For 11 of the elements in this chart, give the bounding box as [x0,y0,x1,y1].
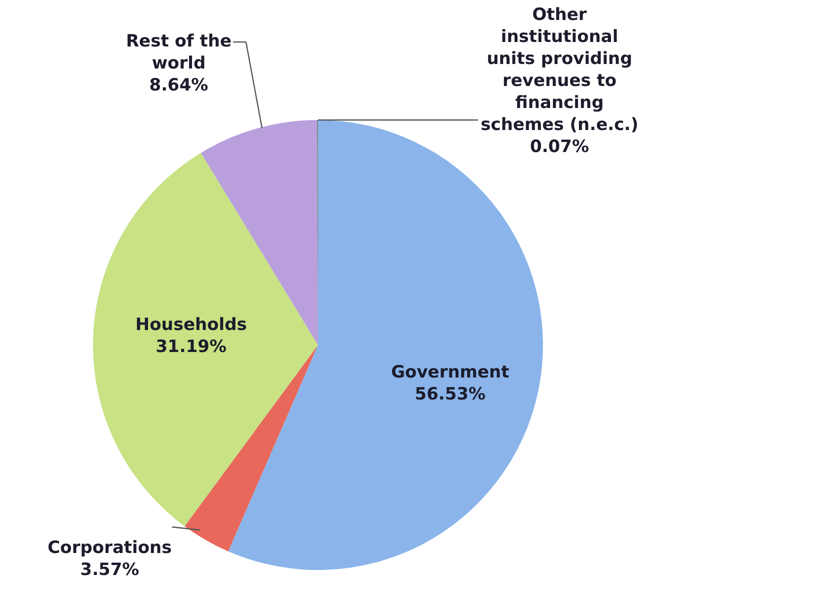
data-label: 31.19% [156,337,227,358]
data-label: 3.57% [80,560,140,580]
slice-label: Other institutional units providing revenues to financing schemes (n.e.c.) [480,5,638,135]
slice-label: Government [391,362,510,382]
data-label: 0.07% [530,137,589,157]
data-label: 56.53% [414,384,486,404]
pie-slice [93,152,318,526]
slice-label: Rest of the world [126,32,232,74]
slice-label: Corporations [48,538,172,558]
slice-label: Households [135,315,247,336]
data-label: 8.64% [149,76,208,96]
